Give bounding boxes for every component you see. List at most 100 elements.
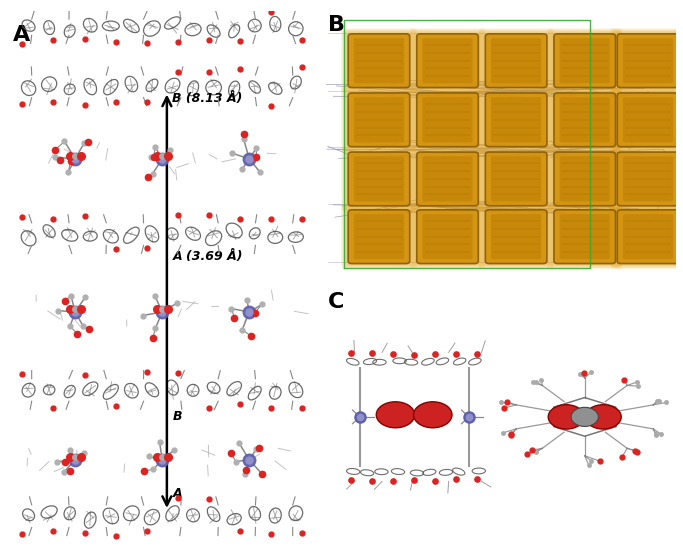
FancyBboxPatch shape <box>348 152 410 206</box>
FancyBboxPatch shape <box>479 89 553 151</box>
FancyBboxPatch shape <box>613 90 683 150</box>
FancyBboxPatch shape <box>549 90 620 150</box>
FancyBboxPatch shape <box>484 151 549 207</box>
FancyBboxPatch shape <box>413 30 483 91</box>
FancyBboxPatch shape <box>481 148 551 209</box>
FancyBboxPatch shape <box>610 88 683 152</box>
FancyBboxPatch shape <box>413 32 482 90</box>
FancyBboxPatch shape <box>481 90 551 150</box>
FancyBboxPatch shape <box>614 32 682 90</box>
FancyBboxPatch shape <box>354 38 404 83</box>
FancyBboxPatch shape <box>559 214 610 259</box>
Ellipse shape <box>548 405 584 429</box>
FancyBboxPatch shape <box>415 32 480 89</box>
FancyBboxPatch shape <box>479 206 553 268</box>
FancyBboxPatch shape <box>341 28 417 93</box>
FancyBboxPatch shape <box>416 93 479 147</box>
FancyBboxPatch shape <box>342 89 415 151</box>
FancyBboxPatch shape <box>610 28 683 93</box>
FancyBboxPatch shape <box>417 34 478 88</box>
FancyBboxPatch shape <box>413 148 483 209</box>
FancyBboxPatch shape <box>345 150 413 208</box>
FancyBboxPatch shape <box>611 206 683 268</box>
FancyBboxPatch shape <box>416 33 479 88</box>
FancyBboxPatch shape <box>610 147 683 211</box>
FancyBboxPatch shape <box>411 89 484 151</box>
FancyBboxPatch shape <box>411 29 484 92</box>
FancyBboxPatch shape <box>613 30 683 91</box>
FancyBboxPatch shape <box>552 208 617 265</box>
FancyBboxPatch shape <box>354 214 404 259</box>
FancyBboxPatch shape <box>484 208 549 265</box>
FancyBboxPatch shape <box>482 150 550 208</box>
Ellipse shape <box>585 405 622 429</box>
FancyBboxPatch shape <box>345 90 413 149</box>
FancyBboxPatch shape <box>617 93 680 147</box>
FancyBboxPatch shape <box>549 30 620 91</box>
FancyBboxPatch shape <box>552 91 617 148</box>
FancyBboxPatch shape <box>549 148 620 209</box>
FancyBboxPatch shape <box>611 148 683 210</box>
FancyBboxPatch shape <box>617 209 680 264</box>
FancyBboxPatch shape <box>482 90 550 149</box>
FancyBboxPatch shape <box>485 93 548 147</box>
FancyBboxPatch shape <box>417 210 478 264</box>
FancyBboxPatch shape <box>422 214 473 259</box>
FancyBboxPatch shape <box>415 208 480 265</box>
FancyBboxPatch shape <box>348 152 410 206</box>
FancyBboxPatch shape <box>611 29 683 92</box>
Text: A: A <box>173 487 182 500</box>
FancyBboxPatch shape <box>416 152 479 206</box>
Text: B: B <box>328 15 345 35</box>
FancyBboxPatch shape <box>345 32 413 90</box>
Ellipse shape <box>376 402 415 428</box>
FancyBboxPatch shape <box>486 152 547 206</box>
FancyBboxPatch shape <box>344 30 414 91</box>
FancyBboxPatch shape <box>346 151 412 207</box>
FancyBboxPatch shape <box>410 204 486 269</box>
FancyBboxPatch shape <box>415 151 480 207</box>
FancyBboxPatch shape <box>413 90 483 150</box>
FancyBboxPatch shape <box>344 148 414 209</box>
FancyBboxPatch shape <box>482 32 550 90</box>
FancyBboxPatch shape <box>614 207 682 266</box>
FancyBboxPatch shape <box>348 34 410 88</box>
FancyBboxPatch shape <box>478 28 554 93</box>
FancyBboxPatch shape <box>410 147 486 211</box>
FancyBboxPatch shape <box>611 89 683 151</box>
FancyBboxPatch shape <box>552 32 617 89</box>
FancyBboxPatch shape <box>348 93 410 147</box>
FancyBboxPatch shape <box>617 34 679 88</box>
FancyBboxPatch shape <box>417 152 478 206</box>
FancyBboxPatch shape <box>478 147 554 211</box>
FancyBboxPatch shape <box>485 152 548 206</box>
FancyBboxPatch shape <box>548 148 622 210</box>
FancyBboxPatch shape <box>486 210 547 264</box>
FancyBboxPatch shape <box>617 33 680 88</box>
FancyBboxPatch shape <box>422 98 473 142</box>
FancyBboxPatch shape <box>548 29 622 92</box>
FancyBboxPatch shape <box>491 38 541 83</box>
FancyBboxPatch shape <box>354 98 404 142</box>
FancyBboxPatch shape <box>341 204 417 269</box>
FancyBboxPatch shape <box>623 98 673 142</box>
FancyBboxPatch shape <box>613 207 683 267</box>
FancyBboxPatch shape <box>410 88 486 152</box>
FancyBboxPatch shape <box>491 156 541 202</box>
FancyBboxPatch shape <box>491 214 541 259</box>
FancyBboxPatch shape <box>559 38 610 83</box>
FancyBboxPatch shape <box>553 152 616 206</box>
FancyBboxPatch shape <box>411 206 484 268</box>
FancyBboxPatch shape <box>348 210 410 264</box>
FancyBboxPatch shape <box>341 147 417 211</box>
FancyBboxPatch shape <box>547 147 622 211</box>
FancyBboxPatch shape <box>554 93 615 147</box>
FancyBboxPatch shape <box>486 34 547 88</box>
FancyBboxPatch shape <box>481 30 551 91</box>
FancyBboxPatch shape <box>553 209 616 264</box>
FancyBboxPatch shape <box>623 38 673 83</box>
FancyBboxPatch shape <box>615 208 681 265</box>
FancyBboxPatch shape <box>559 156 610 202</box>
FancyBboxPatch shape <box>344 90 414 150</box>
FancyBboxPatch shape <box>491 98 541 142</box>
